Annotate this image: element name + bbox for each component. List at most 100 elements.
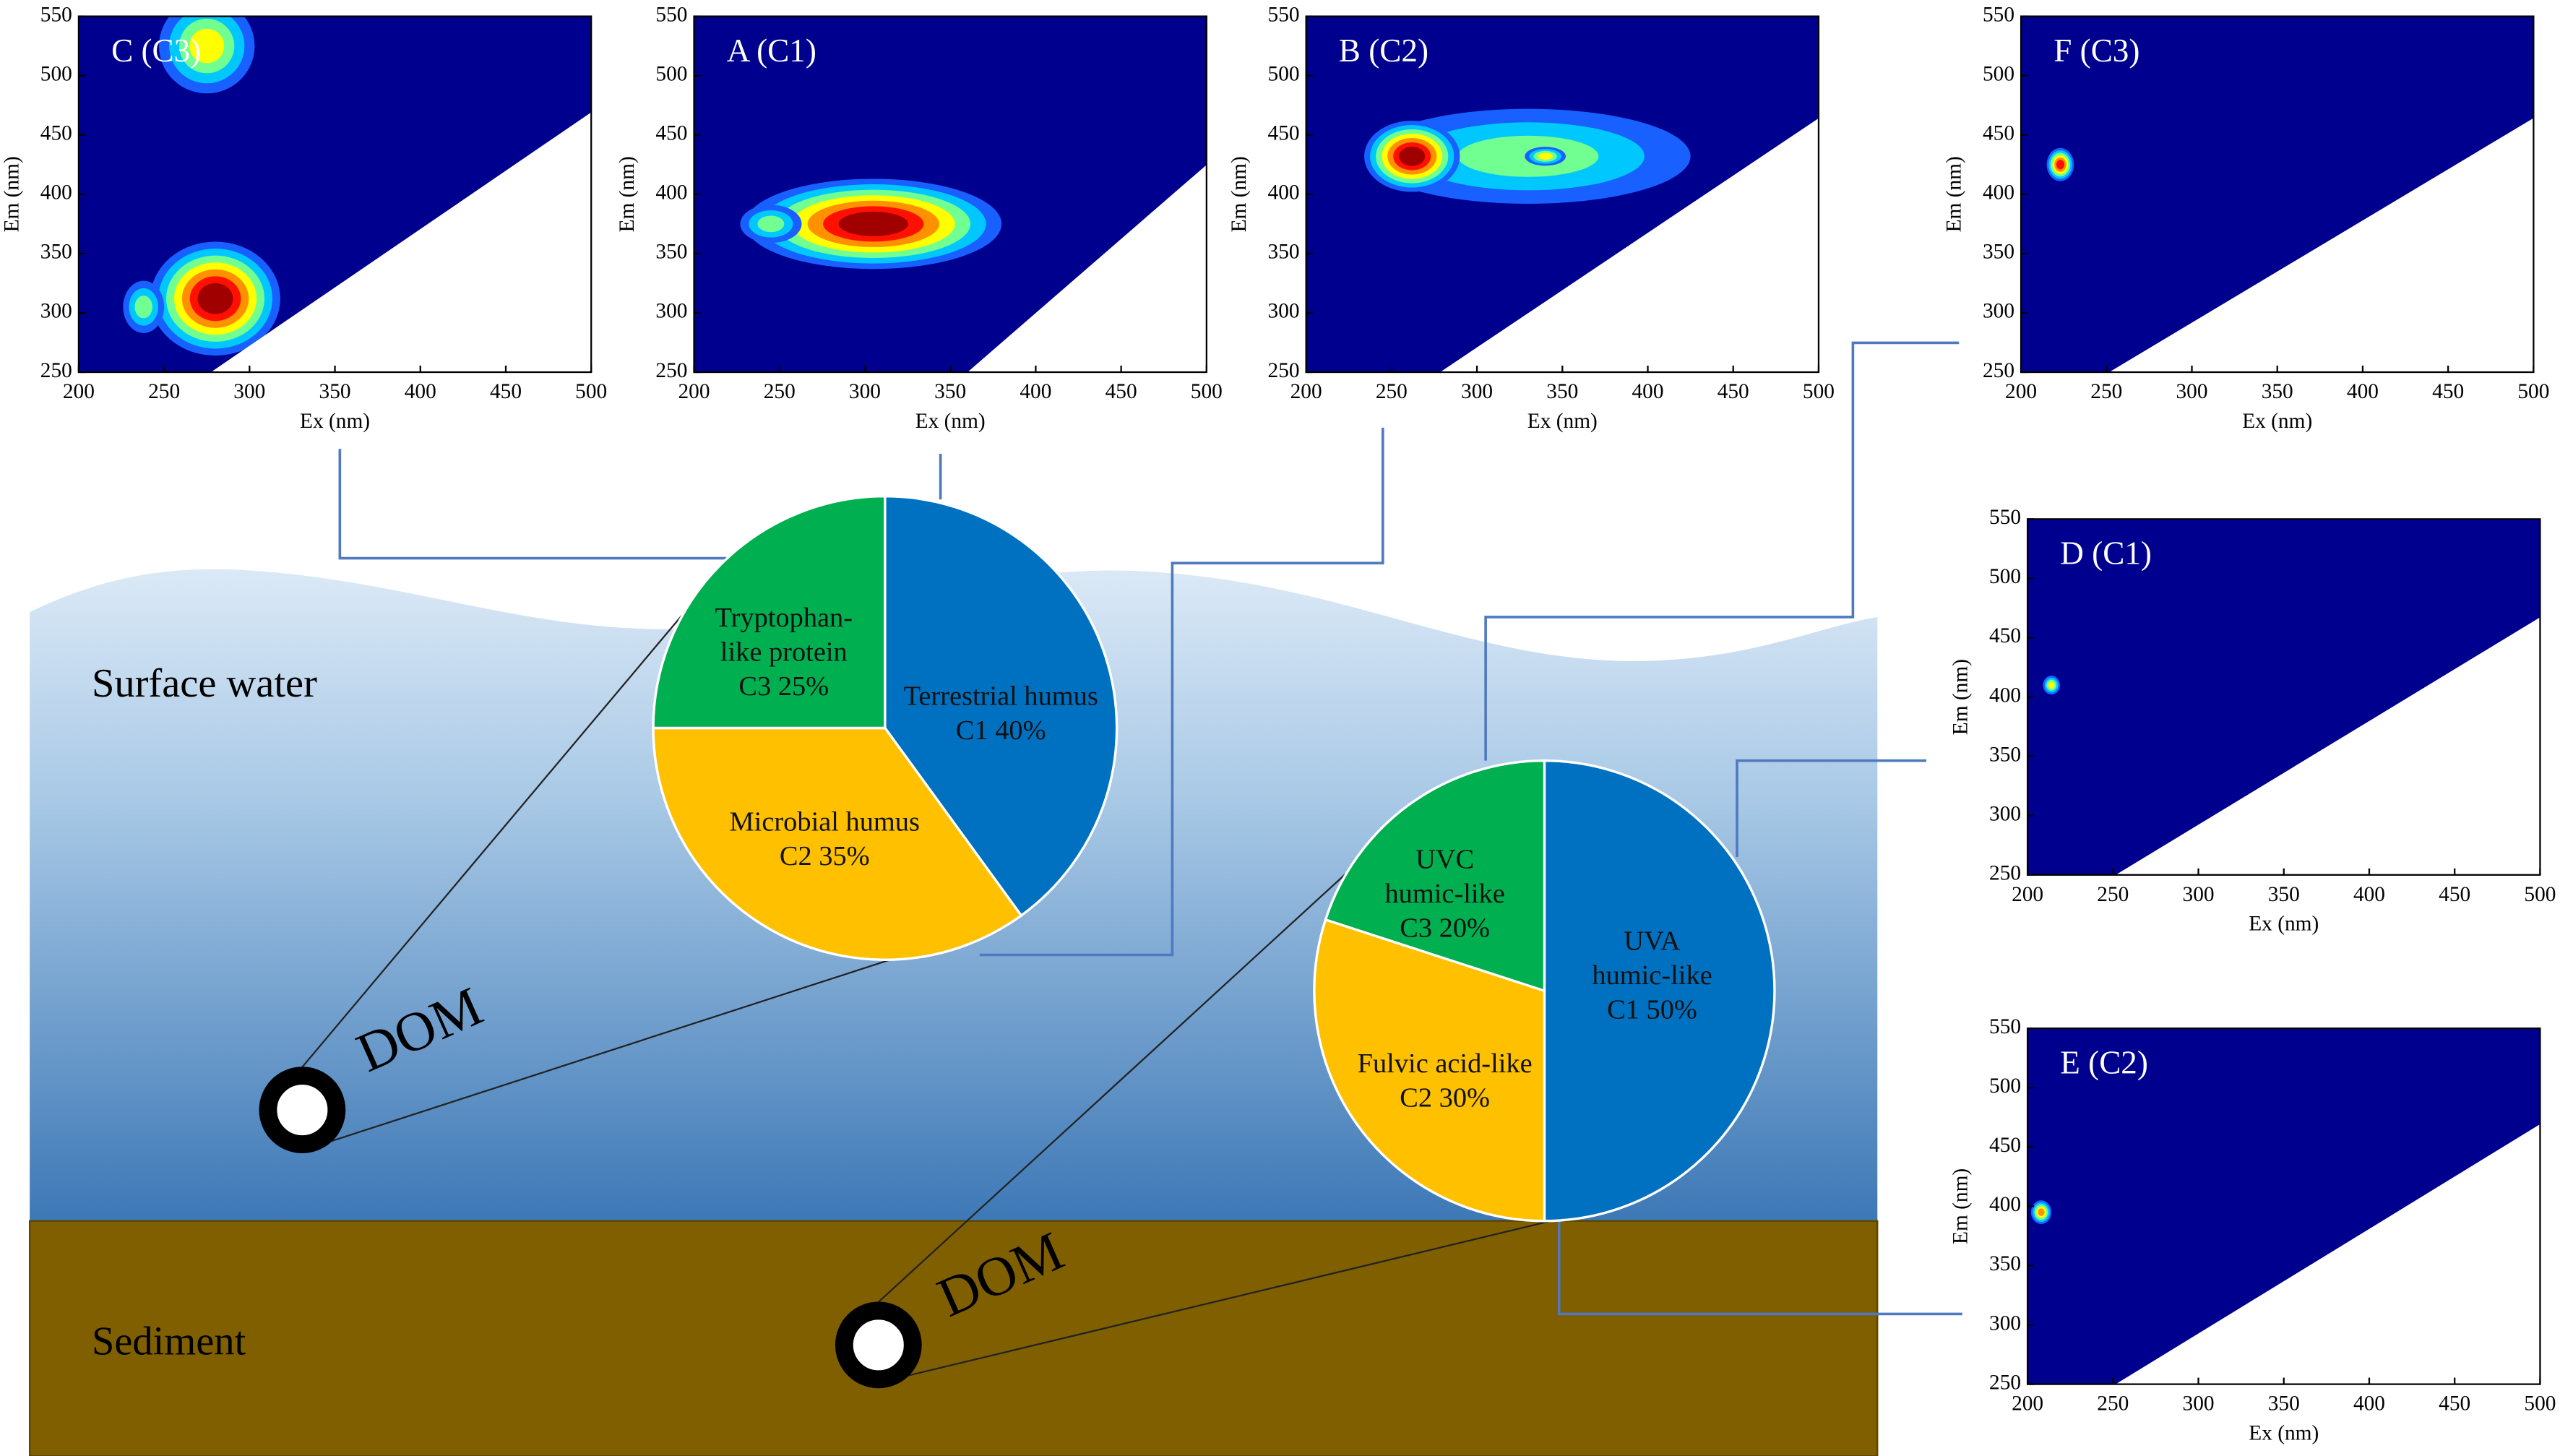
- x-tick-label: 350: [2262, 380, 2293, 403]
- pie-label: C3 20%: [1400, 913, 1490, 943]
- y-tick-label: 250: [655, 359, 687, 382]
- dom-particle: [835, 1301, 922, 1389]
- x-tick-label: 250: [1376, 380, 1408, 403]
- x-tick-label: 200: [1290, 380, 1322, 403]
- x-tick-label: 400: [405, 380, 436, 403]
- x-tick-label: 500: [2517, 380, 2549, 403]
- scatter-region: [2116, 617, 2540, 875]
- dom-line: [290, 557, 731, 1082]
- y-tick-label: 300: [1983, 300, 2014, 323]
- x-tick-label: 350: [1546, 380, 1578, 403]
- dom-lines: [290, 557, 1551, 1377]
- x-tick-label: 450: [2439, 883, 2470, 906]
- contours: [2046, 118, 2534, 373]
- pie-label: C2 35%: [780, 841, 870, 871]
- x-axis-label: Ex (nm): [1527, 410, 1598, 433]
- x-tick-label: 250: [764, 380, 796, 403]
- y-tick-label: 250: [40, 359, 72, 382]
- y-tick-label: 500: [655, 62, 687, 85]
- contours: [123, 16, 592, 373]
- x-tick-label: 200: [2012, 883, 2043, 906]
- pie-slice: [652, 726, 1023, 961]
- dom-particle: [259, 1067, 346, 1153]
- x-tick-label: 500: [1803, 380, 1835, 403]
- y-tick-label: 350: [1983, 241, 2014, 264]
- pie-label: UVA: [1624, 926, 1680, 956]
- x-tick-label: 450: [2439, 1392, 2470, 1416]
- y-tick-label: 550: [1983, 3, 2014, 26]
- pie-label: humic-like: [1384, 879, 1504, 909]
- contour: [189, 28, 225, 64]
- panel-title: B (C2): [1339, 33, 1428, 69]
- contours: [1364, 108, 1819, 373]
- x-tick-label: 250: [2097, 883, 2129, 906]
- x-tick-label: 300: [233, 380, 265, 403]
- panel-title: D (C1): [2060, 535, 2152, 572]
- contour: [2056, 160, 2064, 170]
- contour: [2038, 1208, 2045, 1216]
- x-tick-label: 300: [849, 380, 881, 403]
- panel-title: C (C3): [111, 33, 201, 69]
- dom-line: [864, 812, 1413, 1315]
- x-tick-label: 300: [1461, 380, 1493, 403]
- scatter-region: [2109, 118, 2534, 373]
- contour: [1538, 152, 1553, 160]
- y-tick-label: 500: [1268, 62, 1300, 85]
- y-tick-label: 400: [1983, 181, 2014, 204]
- y-tick-label: 350: [1989, 1252, 2021, 1275]
- surface-water-label: Surface water: [92, 661, 317, 706]
- y-tick-label: 400: [1989, 684, 2021, 707]
- connector: [1736, 759, 1927, 857]
- x-tick-label: 400: [2347, 380, 2379, 403]
- y-axis-label: Em (nm): [1949, 1168, 1972, 1244]
- y-tick-label: 300: [40, 300, 72, 323]
- x-tick-label: 250: [2090, 380, 2122, 403]
- contour: [1399, 146, 1426, 166]
- pie-slice: [884, 495, 1119, 918]
- y-tick-label: 300: [655, 300, 687, 323]
- scatter-region: [1440, 118, 1819, 373]
- x-tick-label: 500: [2524, 1392, 2556, 1416]
- y-tick-label: 400: [1989, 1193, 2021, 1216]
- pie-label: Terrestrial humus: [904, 681, 1098, 712]
- y-tick-label: 250: [1983, 359, 2014, 382]
- y-axis-label: Em (nm): [1228, 156, 1251, 232]
- x-tick-label: 300: [2183, 883, 2215, 906]
- x-tick-label: 450: [490, 380, 522, 403]
- pie-label: humic-like: [1592, 960, 1712, 991]
- x-tick-label: 500: [1191, 380, 1223, 403]
- x-tick-label: 450: [1106, 380, 1137, 403]
- pie-label: C2 30%: [1400, 1082, 1490, 1113]
- contour: [757, 215, 785, 233]
- y-tick-label: 500: [1989, 1074, 2021, 1098]
- y-tick-label: 450: [1268, 121, 1300, 145]
- contours: [2043, 617, 2540, 875]
- x-tick-label: 450: [1718, 380, 1749, 403]
- eem-panel: 200 250 300 350 400 450 5002503003504004505005…: [1949, 1015, 2556, 1444]
- y-tick-label: 450: [40, 121, 72, 145]
- x-tick-label: 250: [2097, 1392, 2129, 1416]
- pie-slice: [1324, 759, 1546, 993]
- x-axis-label: Ex (nm): [300, 410, 370, 433]
- y-tick-label: 500: [1983, 62, 2014, 85]
- pie-label: UVC: [1415, 845, 1474, 875]
- y-tick-label: 300: [1268, 300, 1300, 323]
- x-tick-label: 200: [63, 380, 95, 403]
- eem-panel: 200 250 300 350 400 450 5002503003504004505005…: [0, 3, 607, 433]
- y-tick-label: 550: [1989, 1015, 2021, 1038]
- y-tick-label: 350: [655, 241, 687, 264]
- pie-label: Microbial humus: [730, 807, 920, 837]
- connector: [1557, 1215, 1962, 1316]
- pie-slice: [652, 495, 887, 730]
- x-tick-label: 200: [2005, 380, 2037, 403]
- pie-label: C1 40%: [956, 715, 1046, 746]
- contour: [2048, 681, 2055, 689]
- x-tick-label: 350: [2268, 1392, 2300, 1416]
- y-axis-label: Em (nm): [1949, 659, 1972, 735]
- pie-slice: [1313, 918, 1546, 1223]
- pie-label: Tryptophan-: [715, 603, 853, 633]
- dom-line: [905, 1220, 1551, 1377]
- pie-label: C3 25%: [738, 671, 829, 702]
